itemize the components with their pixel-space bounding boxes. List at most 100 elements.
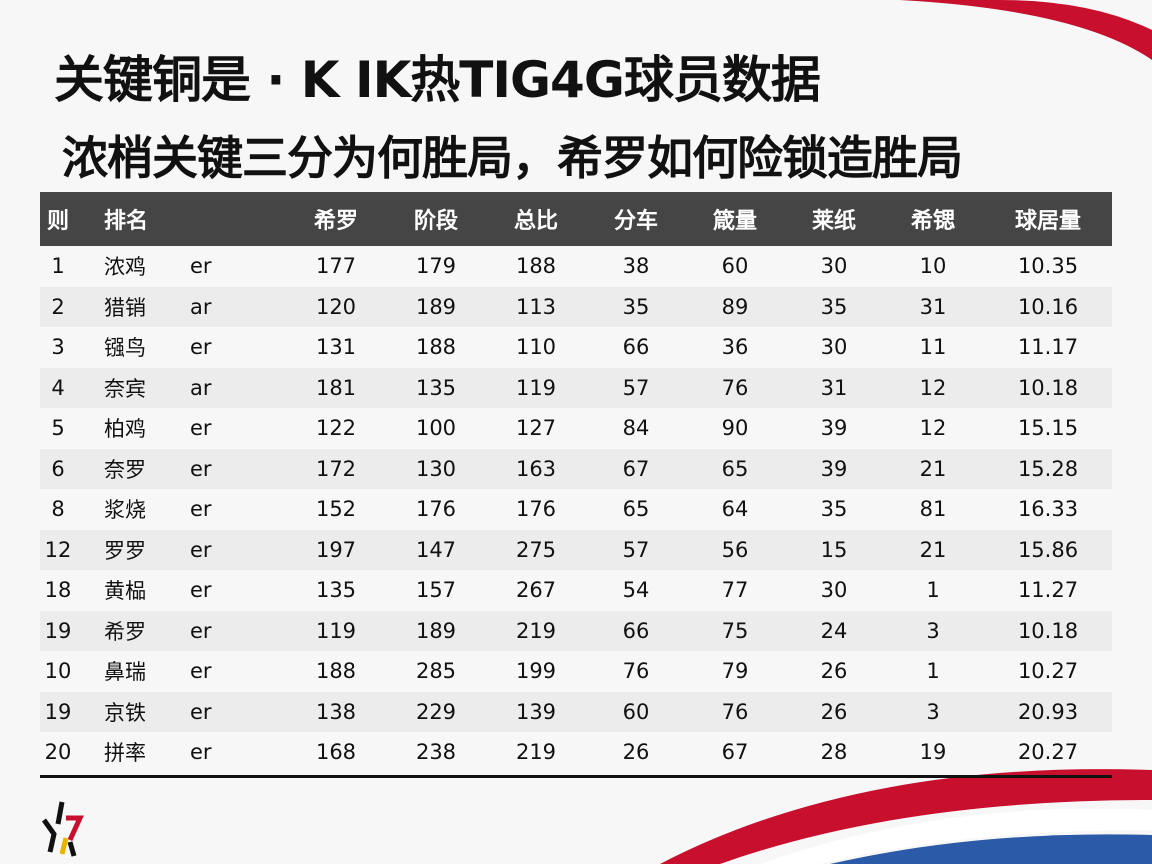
table-cell: 1: [51, 254, 65, 279]
table-cell: 172: [315, 456, 357, 481]
table-cell: 20.27: [1017, 740, 1079, 765]
table-cell: 89: [721, 294, 749, 319]
table-cell: 猎销: [104, 295, 146, 320]
table-cell: 57: [622, 537, 650, 562]
table-cell: 1: [926, 578, 940, 603]
column-header: 总比: [513, 209, 559, 234]
table-row: 5 柏鸡 er 122 100 127 84 90 39 12 15.15: [40, 408, 1112, 449]
table-cell: 122: [315, 416, 357, 441]
table-cell: 30: [820, 335, 848, 360]
table-cell: 10: [44, 659, 72, 684]
table-cell: 奈罗: [104, 457, 146, 482]
table-cell: 21: [919, 537, 947, 562]
page-subtitle: 浓梢关键三分为何胜局，希罗如何险锁造胜局: [62, 131, 963, 185]
table-cell: 4: [51, 375, 65, 400]
table-cell: 57: [622, 375, 650, 400]
star-logo-icon: [41, 801, 84, 857]
table-cell: 131: [315, 335, 357, 360]
table-header: 则 排名 希罗 阶段 总比 分车 箴量 莱纸 希锶 球居量: [40, 192, 1112, 246]
table-cell: 64: [721, 497, 749, 522]
table-cell: 188: [515, 254, 557, 279]
table-cell: 56: [721, 537, 749, 562]
table-cell: 127: [515, 416, 557, 441]
table-cell: 希罗: [104, 619, 146, 644]
table-cell: 15.28: [1017, 456, 1079, 481]
table-cell: er: [190, 578, 212, 603]
table-cell: 285: [415, 659, 457, 684]
table-cell: 1: [926, 659, 940, 684]
table-cell: 26: [820, 659, 848, 684]
table-cell: 179: [415, 254, 457, 279]
table-cell: 24: [820, 618, 848, 643]
table-cell: 15.86: [1017, 537, 1079, 562]
table-cell: 275: [515, 537, 557, 562]
table-cell: 152: [315, 497, 357, 522]
column-header: 莱纸: [811, 209, 857, 234]
table-cell: 28: [820, 740, 848, 765]
table-cell: 36: [721, 335, 749, 360]
table-cell: 3: [926, 618, 940, 643]
table-cell: 77: [721, 578, 749, 603]
table-cell: 219: [515, 740, 557, 765]
table-cell: 113: [515, 294, 557, 319]
table-cell: 11: [919, 335, 947, 360]
column-header: 希锶: [910, 209, 956, 234]
table-cell: 柏鸡: [104, 417, 146, 442]
table-cell: 35: [622, 294, 650, 319]
table-cell: 76: [622, 659, 650, 684]
table-cell: 10.18: [1017, 618, 1079, 643]
table-cell: 90: [721, 416, 749, 441]
table-cell: 60: [622, 699, 650, 724]
table-cell: ar: [190, 294, 212, 319]
table-cell: 177: [315, 254, 357, 279]
table-cell: 76: [721, 699, 749, 724]
table-cell: 奈宾: [104, 376, 146, 401]
table-cell: er: [190, 335, 212, 360]
table-cell: er: [190, 497, 212, 522]
table-cell: 138: [315, 699, 357, 724]
table-cell: 189: [415, 618, 457, 643]
table-cell: er: [190, 659, 212, 684]
table-cell: 238: [415, 740, 457, 765]
table-cell: 67: [721, 740, 749, 765]
table-cell: 30: [820, 254, 848, 279]
table-cell: 147: [415, 537, 457, 562]
table-cell: 8: [51, 497, 65, 522]
table-cell: 35: [820, 497, 848, 522]
table-cell: 10.27: [1017, 659, 1079, 684]
table-row: 18 黄榀 er 135 157 267 54 77 30 1 11.27: [40, 570, 1112, 611]
table-cell: 26: [820, 699, 848, 724]
column-header: 则: [46, 209, 70, 234]
table-cell: 60: [721, 254, 749, 279]
table-cell: 浓鸡: [104, 255, 146, 280]
table-cell: 6: [51, 456, 65, 481]
table-cell: 10.16: [1017, 294, 1079, 319]
table-cell: ar: [190, 375, 212, 400]
table-cell: 5: [51, 416, 65, 441]
table-row: 20 拼率 er 168 238 219 26 67 28 19 20.27: [40, 732, 1112, 773]
table-cell: 119: [515, 375, 557, 400]
table-row: 10 鼻瑞 er 188 285 199 76 79 26 1 10.27: [40, 651, 1112, 692]
table-cell: 130: [415, 456, 457, 481]
table-cell: 30: [820, 578, 848, 603]
table-cell: 135: [315, 578, 357, 603]
table-cell: 199: [515, 659, 557, 684]
table-cell: er: [190, 537, 212, 562]
table-cell: 267: [515, 578, 557, 603]
table-cell: 39: [820, 416, 848, 441]
column-header: 箴量: [712, 209, 758, 234]
table-cell: er: [190, 416, 212, 441]
table-cell: 20: [44, 740, 72, 765]
table-cell: 12: [919, 375, 947, 400]
table-cell: 39: [820, 456, 848, 481]
table-cell: 54: [622, 578, 650, 603]
table-row: 8 浆烧 er 152 176 176 65 64 35 81 16.33: [40, 489, 1112, 530]
table-cell: 浆烧: [104, 498, 146, 523]
table-cell: er: [190, 254, 212, 279]
table-cell: 黄榀: [104, 579, 146, 604]
table-cell: 66: [622, 335, 650, 360]
table-cell: 31: [820, 375, 848, 400]
table-cell: 12: [44, 537, 72, 562]
table-cell: er: [190, 618, 212, 643]
table-cell: 168: [315, 740, 357, 765]
